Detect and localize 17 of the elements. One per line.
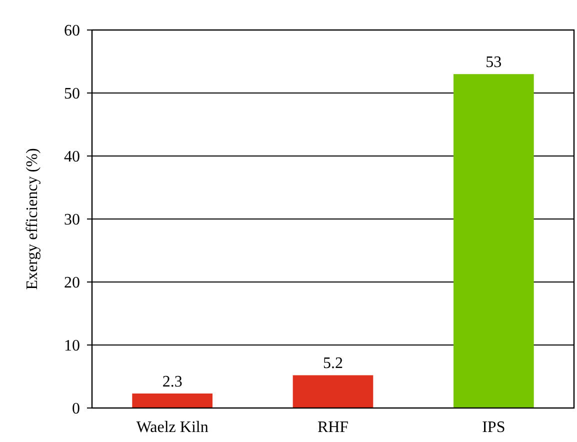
bar <box>454 74 534 408</box>
bar <box>132 394 212 408</box>
y-tick-label: 60 <box>64 22 80 40</box>
x-tick-label: RHF <box>317 419 349 436</box>
data-label: 2.3 <box>162 374 182 391</box>
y-tick-label: 0 <box>72 400 80 418</box>
y-tick-label: 20 <box>64 274 80 292</box>
x-tick-label: Waelz Kiln <box>136 419 208 436</box>
y-tick-label: 40 <box>64 148 80 166</box>
y-tick-label: 30 <box>64 212 80 229</box>
data-label: 53 <box>486 54 502 72</box>
x-tick-label: IPS <box>482 419 506 436</box>
y-axis-title: Exergy efficiency (%) <box>24 148 41 290</box>
data-label: 5.2 <box>323 355 343 372</box>
y-tick-label: 10 <box>64 338 80 355</box>
y-tick-label: 50 <box>64 86 80 103</box>
bar <box>292 375 374 408</box>
